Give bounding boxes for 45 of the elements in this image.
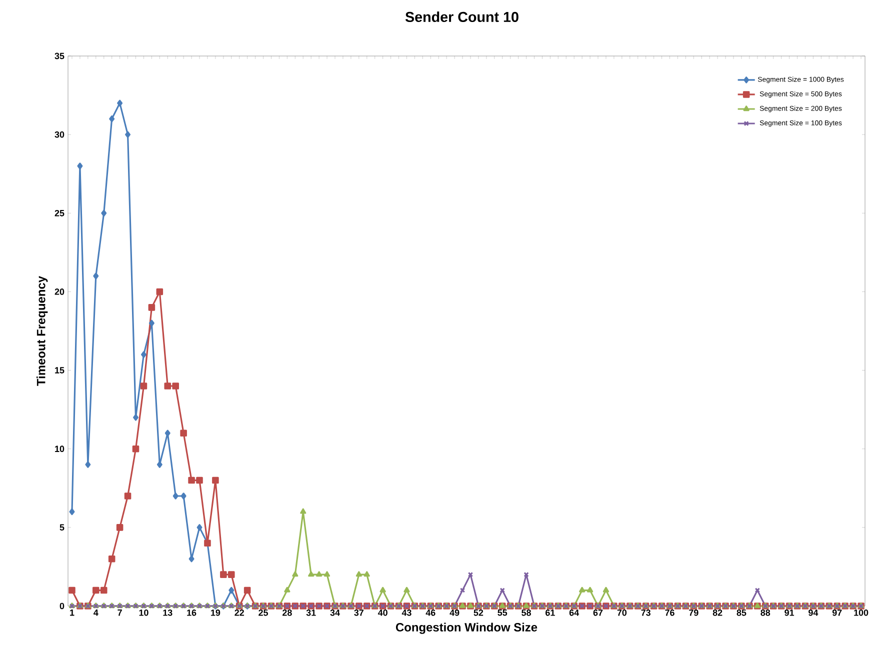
x-tick-label: 4 (94, 610, 98, 616)
x-tick-label: 52 (474, 610, 484, 616)
x-tick-label: 31 (306, 610, 316, 616)
x-tick-label: 76 (665, 610, 674, 616)
x-axis-title: Congestion Window Size (396, 622, 538, 634)
x-tick-label: 55 (498, 610, 508, 616)
x-tick-label: 70 (617, 610, 627, 616)
x-tick-label: 25 (258, 610, 268, 616)
x-tick-label: 94 (808, 610, 818, 616)
x-tick-label: 13 (163, 610, 172, 616)
x-tick-label: 61 (546, 610, 555, 616)
x-tick-label: 79 (689, 610, 698, 616)
x-tick-label: 88 (760, 610, 770, 616)
y-tick-label: 15 (55, 367, 64, 374)
x-tick-label: 37 (354, 610, 364, 616)
x-tick-label: 43 (402, 610, 412, 616)
x-tick-label: 7 (118, 610, 122, 616)
x-tick-label: 82 (712, 610, 722, 616)
x-tick-label: 28 (282, 610, 292, 616)
x-tick-label: 1 (70, 610, 74, 616)
y-axis-title: Timeout Frequency (36, 276, 48, 386)
y-tick-label: 20 (54, 288, 64, 295)
x-tick-label: 73 (641, 610, 650, 616)
x-tick-label: 67 (593, 610, 603, 616)
y-tick-label: 10 (55, 446, 64, 452)
x-tick-label: 34 (330, 610, 340, 616)
x-tick-label: 40 (378, 610, 388, 616)
y-tick-label: 25 (54, 210, 64, 216)
x-tick-label: 19 (211, 610, 220, 616)
x-tick-label: 16 (187, 610, 196, 616)
y-tick-label: 35 (54, 52, 64, 60)
x-tick-label: 85 (736, 610, 746, 616)
x-tick-label: 64 (569, 610, 580, 616)
y-tick-label: 0 (60, 602, 64, 610)
chart-title: Sender Count 10 (405, 12, 518, 22)
y-tick-label: 30 (54, 131, 64, 138)
x-tick-label: 58 (522, 610, 531, 616)
x-tick-label: 91 (784, 610, 794, 616)
x-tick-label: 46 (426, 610, 436, 616)
x-tick-label: 22 (234, 610, 244, 616)
x-tick-label: 10 (139, 610, 148, 616)
x-tick-label: 97 (832, 610, 842, 616)
x-tick-label: 49 (450, 610, 460, 616)
y-tick-label: 5 (60, 524, 64, 531)
x-tick-label: 100 (854, 610, 868, 616)
